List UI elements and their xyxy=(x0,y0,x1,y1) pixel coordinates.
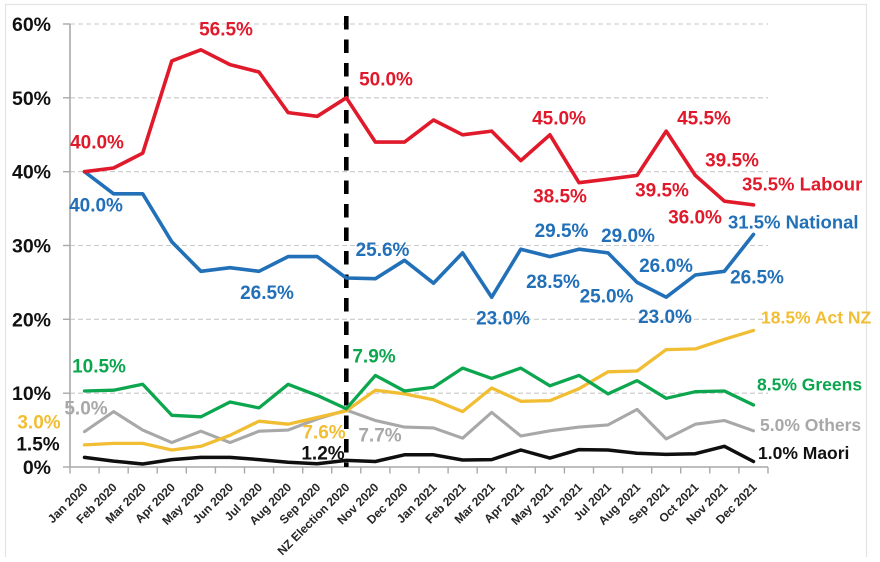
svg-text:45.0%: 45.0% xyxy=(532,109,586,130)
svg-text:23.0%: 23.0% xyxy=(476,309,530,330)
svg-text:28.5%: 28.5% xyxy=(526,272,580,293)
svg-text:7.6%: 7.6% xyxy=(302,423,345,444)
svg-text:35.5% Labour: 35.5% Labour xyxy=(742,173,862,194)
svg-text:1.2%: 1.2% xyxy=(301,444,344,465)
svg-text:40%: 40% xyxy=(12,162,51,184)
svg-text:39.5%: 39.5% xyxy=(635,181,689,202)
svg-text:5.0% Others: 5.0% Others xyxy=(760,415,861,435)
svg-text:10%: 10% xyxy=(12,383,51,405)
svg-text:26.0%: 26.0% xyxy=(639,256,693,277)
svg-text:30%: 30% xyxy=(12,236,51,258)
svg-text:36.0%: 36.0% xyxy=(668,208,722,229)
svg-text:39.5%: 39.5% xyxy=(705,151,759,172)
svg-text:45.5%: 45.5% xyxy=(677,109,731,130)
svg-text:7.9%: 7.9% xyxy=(352,347,395,368)
svg-text:38.5%: 38.5% xyxy=(533,187,587,208)
svg-text:26.5%: 26.5% xyxy=(730,268,784,289)
svg-text:7.7%: 7.7% xyxy=(358,426,401,447)
svg-text:25.6%: 25.6% xyxy=(356,240,410,261)
svg-text:50%: 50% xyxy=(12,88,51,110)
svg-text:3.0%: 3.0% xyxy=(17,413,60,434)
svg-text:40.0%: 40.0% xyxy=(70,133,124,154)
svg-text:23.0%: 23.0% xyxy=(638,307,692,328)
svg-text:1.5%: 1.5% xyxy=(16,435,59,456)
svg-text:20%: 20% xyxy=(12,309,51,331)
svg-text:50.0%: 50.0% xyxy=(359,70,413,91)
svg-text:5.0%: 5.0% xyxy=(64,399,107,420)
svg-text:60%: 60% xyxy=(12,14,51,36)
svg-text:10.5%: 10.5% xyxy=(72,357,126,378)
svg-text:40.0%: 40.0% xyxy=(69,196,123,217)
svg-text:25.0%: 25.0% xyxy=(580,286,634,307)
svg-text:1.0% Maori: 1.0% Maori xyxy=(758,443,849,463)
svg-text:26.5%: 26.5% xyxy=(240,283,294,304)
svg-text:0%: 0% xyxy=(23,457,51,479)
svg-text:29.5%: 29.5% xyxy=(535,221,589,242)
svg-text:56.5%: 56.5% xyxy=(199,20,253,41)
svg-text:29.0%: 29.0% xyxy=(601,226,655,247)
svg-text:18.5% Act NZ: 18.5% Act NZ xyxy=(761,307,872,327)
svg-text:8.5% Greens: 8.5% Greens xyxy=(757,375,862,395)
svg-text:31.5% National: 31.5% National xyxy=(728,212,859,233)
